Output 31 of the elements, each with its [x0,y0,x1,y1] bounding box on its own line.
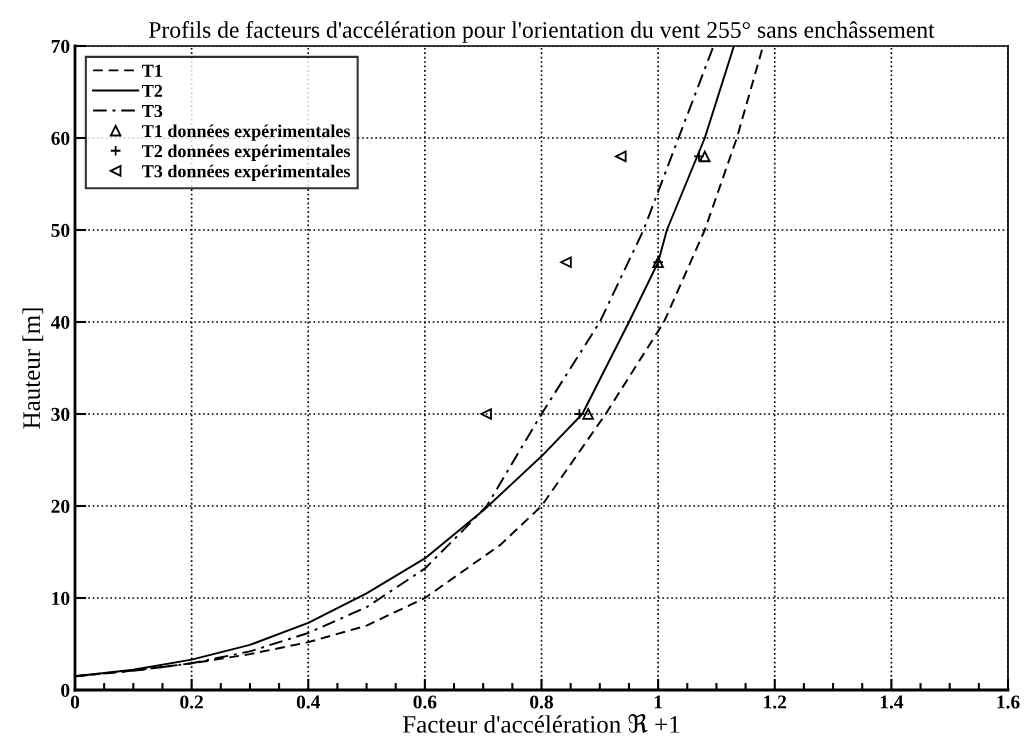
x-tick-label: 1.4 [880,695,904,709]
x-axis-title: Facteur d'accélération ℜ +1 [403,714,680,733]
x-tick-label: 1.2 [764,695,787,709]
legend-label: T1 [142,64,162,77]
point [560,256,572,268]
legend-label: T2 [142,84,163,97]
legend-label: T1 données expérimentales [142,124,350,141]
y-tick-label: 20 [51,499,70,513]
y-tick-label: 10 [52,591,70,605]
x-tick-label: 1 [654,695,662,709]
x-tick-label: 0.2 [180,695,203,709]
point [615,150,627,163]
y-tick-label: 30 [51,407,70,421]
chart-title: Profils de facteurs d'accélération pour l'orientation du vent 255° sans enchâssement [148,21,935,43]
legend-label: T3 [142,104,163,118]
legend-label: T3 données expérimentales [142,164,350,182]
y-tick-label: 40 [50,315,70,329]
x-tick-label: 0.6 [413,695,437,709]
x-tick-label: 0.8 [530,695,554,709]
point [582,408,594,420]
y-tick-label: 60 [51,131,70,145]
y-tick-label: 50 [51,223,70,237]
y-tick-label: 70 [51,39,70,53]
legend-label: T2 données expérimentales [142,144,350,161]
y-axis-title: Hauteur [m] [22,308,44,429]
point [480,408,492,420]
y-tick-label: 0 [61,683,70,697]
point [699,150,711,163]
x-tick-label: 0 [70,695,80,709]
x-tick-label: 0.4 [296,695,321,709]
x-tick-label: 1.6 [997,695,1020,709]
